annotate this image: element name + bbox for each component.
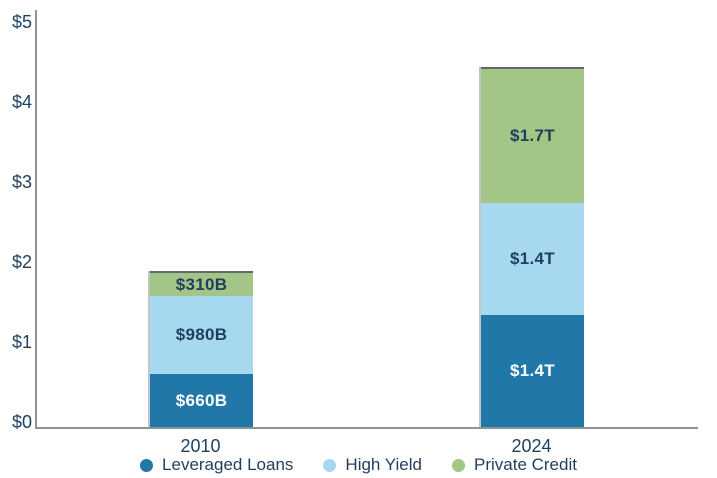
bar-value-label: $310B — [175, 274, 228, 294]
legend-label: Leveraged Loans — [162, 455, 294, 474]
bar-segment-private-credit-2024: $1.7T — [481, 67, 584, 203]
bar-2024: $1.4T $1.4T $1.7T — [479, 67, 584, 427]
bar-segment-leveraged-loans-2024: $1.4T — [481, 315, 584, 427]
legend: Leveraged Loans High Yield Private Credit — [0, 455, 717, 475]
bar-value-label: $980B — [175, 325, 228, 344]
legend-dot-high-yield-icon — [323, 458, 337, 472]
bar-segment-leveraged-loans-2010: $660B — [150, 374, 253, 427]
bar-value-label: $660B — [175, 390, 228, 410]
x-category-label: 2024 — [511, 436, 552, 456]
bar-2010: $660B $980B $310B — [148, 271, 253, 427]
y-tick-label: $1 — [11, 332, 32, 352]
y-axis-line — [35, 10, 37, 429]
y-tick-label: $3 — [11, 172, 32, 192]
x-category-label: 2010 — [180, 436, 221, 456]
y-tick-label: $2 — [11, 252, 32, 272]
legend-item-high-yield: High Yield — [323, 455, 422, 475]
bar-segment-high-yield-2024: $1.4T — [481, 203, 584, 315]
x-axis-line — [35, 427, 698, 429]
bar-value-label: $1.4T — [510, 249, 555, 268]
y-tick-label: $0 — [11, 412, 32, 432]
bar-segment-high-yield-2010: $980B — [150, 296, 253, 374]
legend-dot-leveraged-loans-icon — [140, 458, 154, 472]
y-tick-label: $5 — [11, 12, 32, 32]
bar-segment-private-credit-2010: $310B — [150, 271, 253, 296]
legend-item-leveraged-loans: Leveraged Loans — [140, 455, 293, 475]
legend-label: Private Credit — [473, 455, 577, 474]
y-tick-label: $4 — [11, 92, 32, 112]
bar-value-label: $1.4T — [510, 361, 555, 380]
legend-dot-private-credit-icon — [451, 458, 465, 472]
legend-item-private-credit: Private Credit — [451, 455, 577, 475]
legend-label: High Yield — [345, 455, 422, 474]
bar-value-label: $1.7T — [510, 126, 555, 145]
